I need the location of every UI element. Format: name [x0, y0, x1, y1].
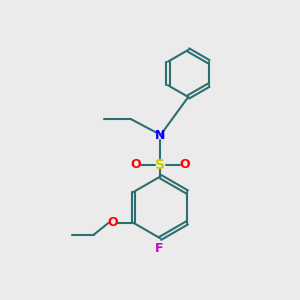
Text: O: O [131, 158, 142, 171]
Text: O: O [108, 216, 118, 230]
Text: N: N [155, 129, 166, 142]
Text: S: S [155, 158, 165, 172]
Text: O: O [179, 158, 190, 171]
Text: F: F [154, 242, 163, 255]
